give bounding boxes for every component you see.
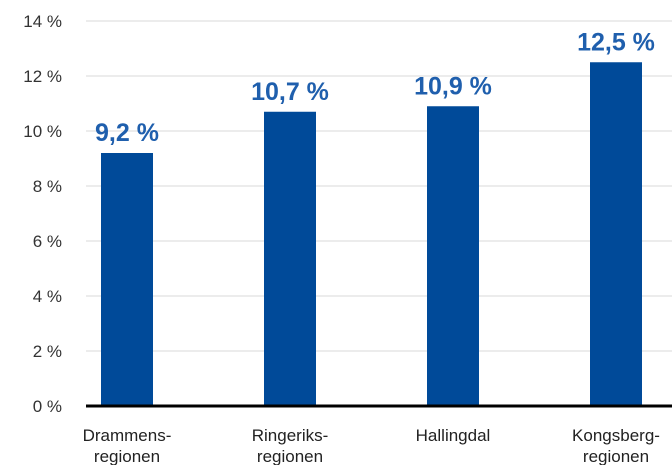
y-tick-label: 2 % [33, 342, 62, 361]
x-category-label-line: Ringeriks- [252, 426, 329, 445]
data-label: 10,9 % [414, 72, 492, 100]
y-tick-label: 10 % [23, 122, 62, 141]
x-category-label-line: Hallingdal [416, 426, 491, 445]
y-tick-label: 12 % [23, 67, 62, 86]
x-category-label: Kongsberg-regionen [572, 426, 660, 465]
x-category-label-line: regionen [94, 447, 160, 465]
x-category-label-line: regionen [257, 447, 323, 465]
y-tick-label: 0 % [33, 397, 62, 416]
x-axis-category-labels: Drammens-regionenRingeriks-regionenHalli… [83, 426, 660, 465]
y-axis-tick-labels: 0 % 2 % 4 % 6 % 8 % 10 % 12 % 14 % [23, 12, 62, 416]
x-category-label: Ringeriks-regionen [252, 426, 329, 465]
data-label: 10,7 % [251, 78, 329, 106]
x-category-label-line: Drammens- [83, 426, 172, 445]
x-category-label: Drammens-regionen [83, 426, 172, 465]
bar [101, 153, 153, 406]
data-label: 12,5 % [577, 28, 655, 56]
x-category-label-line: Kongsberg- [572, 426, 660, 445]
y-tick-label: 6 % [33, 232, 62, 251]
bar [264, 111, 316, 406]
data-labels: 9,2 % 10,7 % 10,9 % 12,5 % [95, 28, 655, 147]
y-tick-label: 8 % [33, 177, 62, 196]
y-tick-label: 14 % [23, 12, 62, 31]
x-category-label: Hallingdal [416, 426, 491, 445]
gridlines [86, 20, 672, 352]
bar [590, 62, 642, 406]
y-tick-label: 4 % [33, 287, 62, 306]
bar [427, 106, 479, 406]
x-category-label-line: regionen [583, 447, 649, 465]
bars [101, 62, 642, 406]
data-label: 9,2 % [95, 119, 159, 147]
